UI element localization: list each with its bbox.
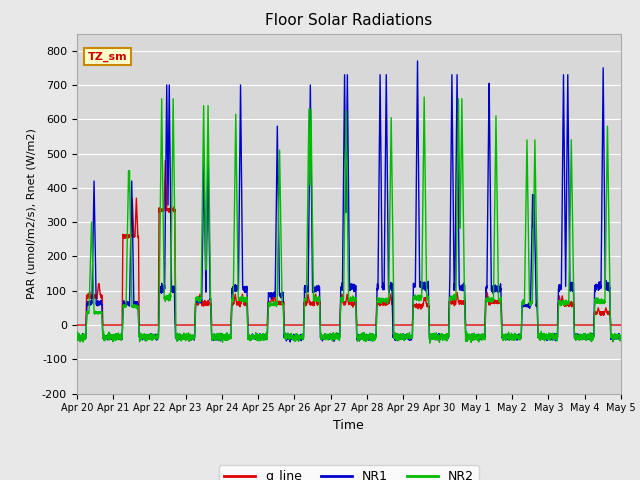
Legend: q_line, NR1, NR2: q_line, NR1, NR2 — [219, 465, 479, 480]
Text: TZ_sm: TZ_sm — [88, 51, 127, 62]
X-axis label: Time: Time — [333, 419, 364, 432]
Title: Floor Solar Radiations: Floor Solar Radiations — [265, 13, 433, 28]
Y-axis label: PAR (umol/m2/s), Rnet (W/m2): PAR (umol/m2/s), Rnet (W/m2) — [26, 128, 36, 299]
